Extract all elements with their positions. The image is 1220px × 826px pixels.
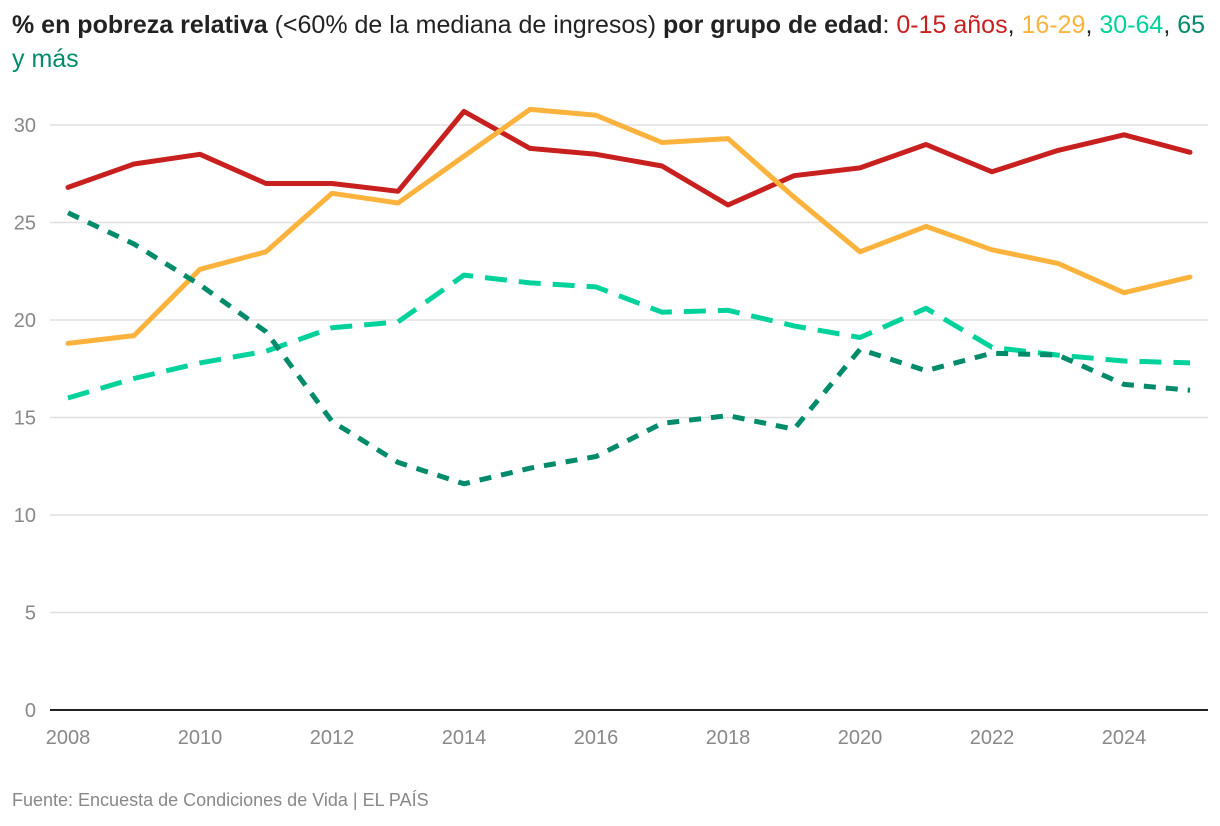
- x-tick-label: 2024: [1102, 727, 1147, 749]
- x-tick-label: 2020: [838, 727, 883, 749]
- title-bold-part: % en pobreza relativa: [12, 11, 268, 39]
- legend-sep-1: ,: [1007, 11, 1022, 39]
- x-tick-label: 2016: [574, 727, 619, 749]
- legend-65-mas: 65 y más: [12, 11, 1206, 73]
- title-plain-part: (<60% de la mediana de ingresos): [267, 11, 664, 39]
- y-tick-label: 15: [14, 408, 36, 430]
- x-tick-label: 2022: [970, 727, 1015, 749]
- gridlines: [50, 124, 1208, 614]
- source-note: Fuente: Encuesta de Condiciones de Vida …: [12, 790, 429, 810]
- y-tick-label: 5: [25, 603, 36, 625]
- title-colon: :: [882, 11, 897, 39]
- legend-sep-3: ,: [1163, 11, 1178, 39]
- series-line-0: [65, 108, 1193, 208]
- x-tick-label: 2008: [46, 727, 91, 749]
- x-tick-label: 2014: [442, 727, 487, 749]
- y-tick-label: 10: [14, 505, 36, 527]
- y-tick-label: 0: [25, 700, 36, 722]
- x-tick-label: 2010: [178, 727, 223, 749]
- y-tick-label: 30: [14, 115, 36, 137]
- title-bold-part-2: por grupo de edad: [663, 11, 883, 39]
- series-line-3: [66, 210, 1191, 487]
- y-tick-label: 25: [14, 213, 36, 235]
- y-tick-label: 20: [14, 310, 36, 332]
- series-lines: [65, 106, 1193, 487]
- series-line-1: [65, 106, 1193, 346]
- series-line-2: [67, 272, 1191, 401]
- legend-16-29: 16-29: [1021, 11, 1086, 39]
- chart-title: % en pobreza relativa (<60% de la median…: [12, 8, 1208, 76]
- legend-0-15: 0-15 años: [896, 11, 1008, 39]
- legend-30-64: 30-64: [1099, 11, 1164, 39]
- legend-sep-2: ,: [1085, 11, 1100, 39]
- x-tick-label: 2018: [706, 727, 751, 749]
- x-tick-label: 2012: [310, 727, 355, 749]
- axes: 0 5 10 15 20 25 30 2008 2010 2012 2014 2016 2018 2020…: [14, 115, 1208, 749]
